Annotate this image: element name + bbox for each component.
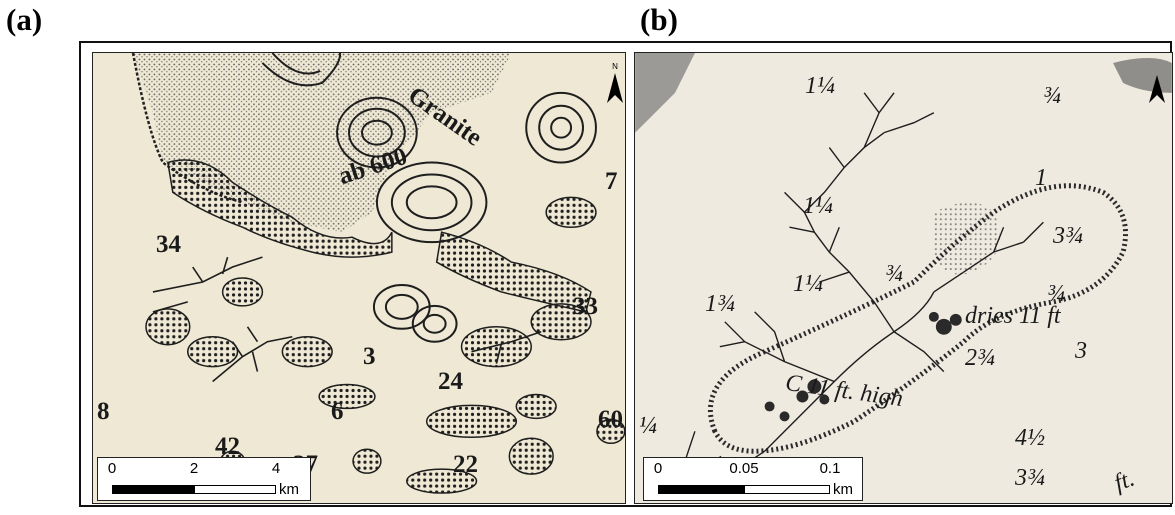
scale-segment-black: [658, 485, 744, 494]
scale-unit: km: [279, 481, 299, 498]
panel-label-a: (a): [6, 2, 43, 37]
map-label: 42: [215, 433, 240, 460]
scale-segment-white: [744, 485, 830, 494]
map-a-canvas: [93, 53, 625, 503]
map-label: 8: [97, 398, 110, 425]
panel-label-b: (b): [640, 2, 678, 37]
scale-tick: 2: [189, 460, 199, 477]
map-label: 3¾: [1053, 223, 1083, 249]
drainage-lines: [152, 256, 542, 383]
map-label: dries 11 ft: [965, 303, 1061, 329]
contour-hills: [261, 53, 597, 343]
island-blobs: [145, 159, 625, 494]
scale-bar-b: 0 0.05 0.1 km: [643, 457, 863, 501]
north-arrow-icon: N: [607, 62, 623, 103]
map-label: 1¼: [793, 271, 823, 297]
map-label: 33: [573, 293, 598, 320]
map-panel-b: 1¼ ¾ 1 1¼ 1¼ 1¾ ¾ 3¾ ¾ dries 11 ft 3 2¾ …: [634, 52, 1173, 504]
north-arrow-label: N: [612, 62, 618, 71]
map-label: 3: [1075, 338, 1087, 364]
map-label: ¾: [885, 261, 903, 287]
map-label: 2¾: [965, 345, 995, 371]
map-label: 3: [363, 343, 376, 370]
drainage-network: [679, 92, 1044, 482]
scale-segment-white: [194, 485, 276, 494]
rock-cluster: [764, 311, 962, 422]
map-label: 4½: [1015, 425, 1045, 451]
map-label: 1¼: [803, 193, 833, 219]
scale-tick: 0: [653, 460, 663, 477]
scale-bar-a: 0 2 4 km: [97, 457, 311, 501]
map-label: 22: [453, 451, 478, 478]
map-label: ¾: [1043, 83, 1061, 109]
map-label: 1: [1035, 165, 1047, 191]
north-arrow-icon: [1149, 75, 1165, 103]
map-label: 7: [605, 168, 618, 195]
map-label: 6: [331, 398, 344, 425]
scale-tick: 4: [271, 460, 281, 477]
shoal-outline: [708, 183, 1128, 454]
map-label: 34: [156, 231, 181, 258]
scale-segment-black: [112, 485, 194, 494]
scale-tick: 0.05: [729, 460, 759, 477]
map-label: 1¼: [805, 73, 835, 99]
map-label: ¼: [639, 413, 657, 439]
map-label: 24: [438, 368, 463, 395]
scale-tick: 0.1: [819, 460, 841, 477]
hachure-corner: [635, 53, 695, 133]
map-label: 60: [598, 406, 623, 433]
map-label: ¾: [1047, 281, 1065, 307]
map-label: 3¾: [1015, 465, 1045, 491]
scale-tick: 0: [107, 460, 117, 477]
map-panel-a: 34 33 3 24 6 42 37 22 60 8 7 ab 600 Gran…: [92, 52, 626, 504]
map-b-canvas: [635, 53, 1172, 503]
map-label: 1¾: [705, 291, 735, 317]
scale-unit: km: [833, 481, 853, 498]
